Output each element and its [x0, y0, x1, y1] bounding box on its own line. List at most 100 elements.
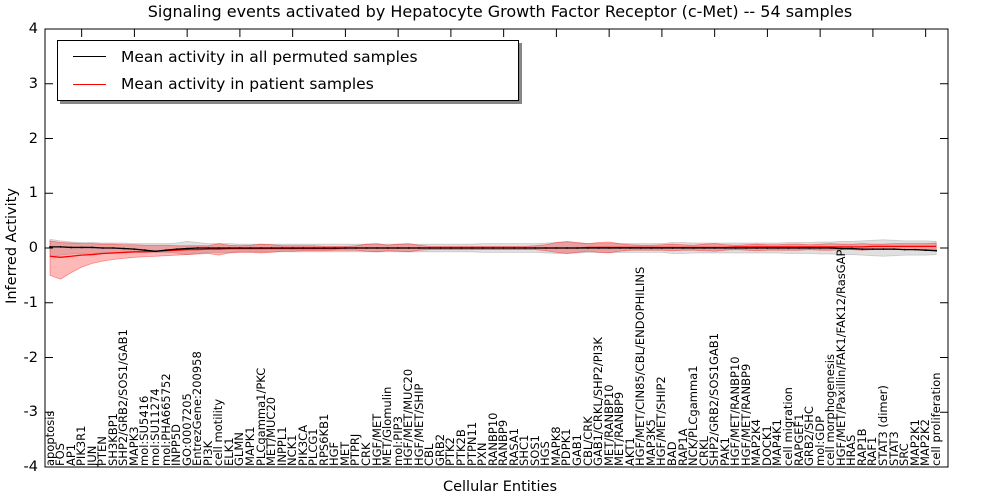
data-point-marker	[344, 247, 347, 249]
data-point-marker	[154, 250, 157, 253]
data-point-marker	[513, 247, 516, 249]
data-point-marker	[703, 247, 705, 249]
data-point-marker	[650, 247, 653, 249]
data-point-marker	[49, 246, 51, 248]
y-tick-label: 1	[28, 185, 38, 202]
chart-title: Signaling events activated by Hepatocyte…	[147, 2, 853, 21]
data-point-marker	[397, 247, 400, 249]
legend-item-patient: Mean activity in patient samples	[58, 75, 518, 93]
data-point-marker	[418, 247, 421, 249]
data-point-marker	[70, 246, 72, 249]
y-tick-label: -1	[23, 294, 38, 311]
data-point-marker	[544, 247, 547, 249]
data-point-marker	[608, 247, 611, 249]
data-point-marker	[597, 247, 600, 249]
data-point-marker	[133, 248, 136, 250]
data-point-marker	[59, 246, 62, 248]
data-point-marker	[734, 247, 737, 249]
data-point-marker	[798, 247, 800, 249]
data-point-marker	[639, 247, 642, 249]
data-point-marker	[555, 247, 558, 249]
data-point-marker	[629, 247, 632, 249]
data-point-marker	[713, 247, 716, 249]
permuted-line-swatch	[73, 56, 106, 58]
data-point-marker	[122, 247, 125, 250]
data-point-marker	[239, 247, 241, 249]
data-point-marker	[376, 247, 378, 249]
y-tick-label: 4	[28, 21, 38, 37]
data-point-marker	[175, 248, 178, 250]
data-point-marker	[903, 248, 906, 251]
data-point-marker	[724, 247, 727, 249]
data-point-marker	[312, 247, 315, 249]
data-point-marker	[935, 249, 938, 252]
data-point-marker	[355, 247, 357, 249]
x-axis-label: Cellular Entities	[442, 479, 558, 495]
x-tick-label: cell proliferation	[928, 372, 943, 466]
data-point-marker	[460, 247, 463, 249]
data-point-marker	[882, 248, 885, 250]
data-point-marker	[523, 247, 526, 249]
data-point-marker	[217, 247, 220, 249]
data-point-marker	[450, 247, 452, 249]
data-point-marker	[186, 247, 189, 250]
data-point-marker	[745, 247, 748, 249]
y-tick-label: -3	[23, 404, 38, 421]
legend-label-patient: Mean activity in patient samples	[121, 75, 374, 94]
data-point-marker	[481, 247, 484, 249]
data-point-marker	[692, 247, 695, 249]
data-point-marker	[80, 246, 83, 249]
data-point-marker	[576, 247, 579, 249]
data-point-marker	[840, 247, 843, 250]
data-point-marker	[755, 247, 758, 249]
data-point-marker	[787, 247, 790, 249]
data-point-marker	[112, 247, 115, 249]
data-point-marker	[101, 247, 104, 249]
data-point-marker	[861, 248, 864, 250]
data-point-marker	[829, 247, 832, 249]
data-point-marker	[566, 247, 568, 249]
y-tick-label: -2	[23, 349, 38, 366]
data-point-marker	[386, 247, 389, 249]
data-point-marker	[671, 247, 674, 249]
data-point-marker	[302, 247, 305, 249]
data-point-marker	[766, 247, 769, 249]
data-point-marker	[428, 247, 431, 249]
data-point-marker	[682, 247, 684, 249]
data-point-marker	[471, 247, 473, 249]
data-point-marker	[850, 247, 853, 250]
data-point-marker	[207, 247, 210, 249]
data-point-marker	[291, 247, 294, 249]
data-point-marker	[439, 247, 442, 249]
patient-samples-envelope-band	[49, 240, 937, 280]
data-point-marker	[924, 249, 927, 252]
data-point-marker	[914, 248, 916, 251]
legend-box: Mean activity in all permuted samples Me…	[57, 40, 519, 101]
data-point-marker	[144, 249, 146, 252]
data-point-marker	[260, 247, 262, 249]
y-tick-label: 0	[28, 240, 38, 256]
data-point-marker	[165, 249, 167, 252]
data-point-marker	[492, 247, 494, 249]
data-point-marker	[534, 247, 537, 249]
data-point-marker	[323, 247, 326, 249]
legend-item-permuted: Mean activity in all permuted samples	[58, 48, 518, 66]
data-point-marker	[819, 247, 822, 249]
data-point-marker	[893, 248, 895, 250]
data-point-marker	[249, 247, 252, 249]
data-point-marker	[270, 247, 273, 249]
data-point-marker	[502, 247, 505, 249]
data-point-marker	[196, 247, 199, 249]
y-tick-label: 2	[28, 130, 38, 147]
data-point-marker	[228, 247, 231, 249]
y-tick-label: -4	[23, 459, 38, 475]
data-point-marker	[91, 246, 94, 249]
y-tick-label: 3	[28, 75, 38, 92]
data-point-marker	[333, 247, 336, 249]
patient-line-swatch	[73, 83, 106, 85]
data-point-marker	[618, 247, 621, 249]
data-point-marker	[872, 248, 874, 250]
data-point-marker	[587, 247, 589, 249]
